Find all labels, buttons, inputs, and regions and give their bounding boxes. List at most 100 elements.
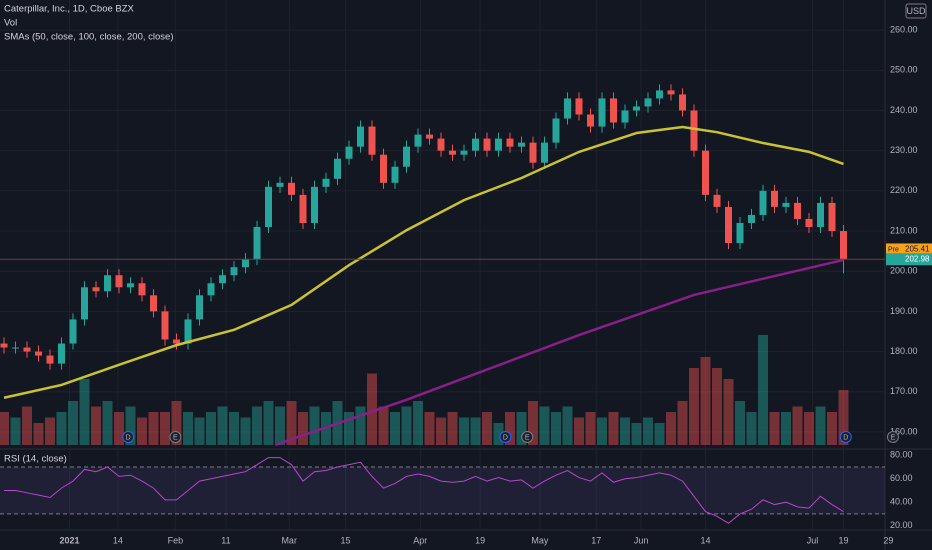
candle-body bbox=[253, 227, 261, 260]
volume-bar bbox=[459, 417, 469, 445]
x-tick-label: Mar bbox=[281, 535, 297, 545]
candle-body bbox=[828, 202, 836, 232]
volume-bar bbox=[470, 417, 481, 445]
volume-bar bbox=[631, 423, 642, 445]
volume-bar bbox=[22, 406, 32, 445]
candle-body bbox=[46, 355, 54, 364]
candle-body bbox=[736, 222, 744, 244]
candle-body bbox=[771, 190, 778, 207]
candle-body bbox=[403, 146, 410, 167]
candle-body bbox=[483, 138, 491, 151]
volume-bar bbox=[804, 412, 814, 445]
volume-bar bbox=[148, 412, 159, 445]
candle-body bbox=[598, 98, 606, 127]
x-tick-label: 17 bbox=[591, 535, 601, 545]
x-tick-label: 19 bbox=[838, 535, 848, 545]
candle-body bbox=[391, 166, 399, 183]
candle-body bbox=[276, 182, 284, 187]
event-label: D bbox=[126, 434, 131, 441]
volume-bar bbox=[815, 406, 826, 445]
candle-body bbox=[529, 142, 537, 163]
rsi-label: RSI (14, close) bbox=[4, 454, 67, 465]
candle-body bbox=[805, 218, 813, 228]
rsi-band bbox=[0, 467, 885, 514]
candle-body bbox=[299, 194, 307, 223]
volume-bar bbox=[252, 406, 262, 445]
volume-bar bbox=[838, 390, 849, 445]
candle-body bbox=[69, 319, 77, 344]
candle-body bbox=[207, 283, 215, 296]
volume-bar bbox=[735, 401, 745, 445]
volume-bar bbox=[608, 412, 619, 445]
volume-bar bbox=[574, 417, 584, 445]
event-marker bbox=[169, 431, 182, 443]
x-tick-label: Jul bbox=[807, 535, 819, 545]
candle-body bbox=[196, 295, 203, 320]
volume-bar bbox=[240, 417, 251, 445]
volume-bar bbox=[229, 412, 239, 445]
volume-bar bbox=[390, 412, 400, 445]
candle-body bbox=[725, 206, 732, 244]
candle-body bbox=[35, 351, 42, 356]
volume-bar bbox=[45, 417, 55, 445]
volume-bar bbox=[263, 401, 274, 445]
event-marker bbox=[521, 431, 534, 443]
volume-bar bbox=[516, 412, 527, 445]
volume-bar bbox=[56, 412, 67, 445]
candle-body bbox=[587, 114, 594, 127]
volume-bar bbox=[91, 406, 101, 445]
candle-body bbox=[414, 134, 422, 147]
volume-bar bbox=[746, 412, 757, 445]
volume-bar bbox=[10, 417, 21, 445]
volume-bar bbox=[102, 401, 113, 445]
candle-body bbox=[23, 347, 31, 352]
candle-body bbox=[644, 98, 652, 107]
candle-body bbox=[690, 110, 698, 151]
volume-bar bbox=[447, 412, 458, 445]
volume-bar bbox=[723, 379, 734, 445]
candle-body bbox=[92, 287, 100, 292]
candle-body bbox=[311, 186, 318, 223]
candle-body bbox=[58, 343, 65, 364]
y-tick-label: 200.00 bbox=[890, 266, 918, 276]
volume-bar bbox=[68, 401, 78, 445]
candle-body bbox=[794, 202, 801, 219]
candle-body bbox=[138, 283, 146, 296]
volume-bar bbox=[160, 412, 170, 445]
candle-body bbox=[173, 339, 180, 344]
candle-body bbox=[265, 186, 272, 228]
x-tick-label: Feb bbox=[168, 535, 184, 545]
volume-bar bbox=[781, 412, 791, 445]
y-tick-label: 180.00 bbox=[890, 346, 918, 356]
volume-bar bbox=[286, 401, 297, 445]
volume-bar bbox=[620, 417, 630, 445]
volume-bar bbox=[217, 406, 228, 445]
volume-bar bbox=[539, 406, 550, 445]
y-tick-label: 220.00 bbox=[890, 185, 918, 195]
pre-label: Pre bbox=[888, 246, 899, 253]
volume-bar bbox=[769, 412, 780, 445]
x-tick-label: 14 bbox=[113, 535, 123, 545]
volume-bar bbox=[298, 412, 308, 445]
y-tick-label: 190.00 bbox=[890, 306, 918, 316]
candle-body bbox=[541, 142, 548, 163]
candle-body bbox=[495, 138, 502, 151]
event-label: E bbox=[525, 434, 530, 441]
rsi-tick-label: 20.00 bbox=[890, 520, 913, 530]
candle-body bbox=[115, 275, 123, 288]
x-tick-label: 14 bbox=[700, 535, 710, 545]
x-tick-label: May bbox=[531, 535, 549, 545]
candle-body bbox=[552, 118, 560, 143]
candle-body bbox=[12, 347, 19, 349]
y-tick-label: 170.00 bbox=[890, 386, 918, 396]
candle-body bbox=[667, 90, 675, 95]
currency: USD bbox=[906, 6, 926, 16]
currency-box[interactable] bbox=[905, 3, 927, 19]
candle-body bbox=[748, 214, 755, 223]
volume-bar bbox=[505, 412, 515, 445]
chart-title: Caterpillar, Inc., 1D, Cboe BZX bbox=[4, 4, 135, 15]
candle-body bbox=[449, 150, 456, 155]
event-marker bbox=[839, 431, 852, 443]
candle-body bbox=[150, 295, 157, 312]
